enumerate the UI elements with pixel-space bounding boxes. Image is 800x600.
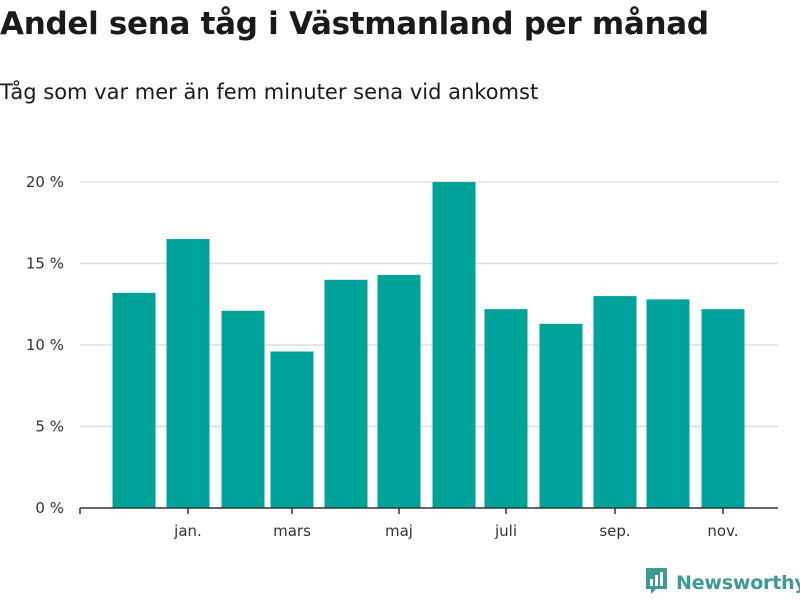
bar-apr.[interactable] <box>324 279 368 508</box>
x-tick-label: sep. <box>599 522 630 540</box>
chart-subtitle: Tåg som var mer än fem minuter sena vid … <box>0 80 539 104</box>
y-tick-label: 20 % <box>26 173 64 191</box>
bars <box>112 182 745 509</box>
y-tick-label: 15 % <box>26 255 64 273</box>
x-tick-label: nov. <box>707 522 738 540</box>
x-tick-label: juli <box>494 522 517 540</box>
bar-aug.[interactable] <box>539 323 583 508</box>
bar-mars[interactable] <box>270 351 314 508</box>
y-tick-label: 0 % <box>35 499 64 517</box>
newsworthy-logo-icon <box>644 567 669 599</box>
bar-okt.[interactable] <box>646 299 690 508</box>
bar-dec.[interactable] <box>112 292 156 508</box>
bar-maj[interactable] <box>377 274 421 508</box>
chart-title: Andel sena tåg i Västmanland per månad <box>0 6 709 42</box>
bar-feb.[interactable] <box>221 310 265 508</box>
x-tick-label: mars <box>273 522 311 540</box>
newsworthy-logo-text: Newsworthy <box>676 572 800 594</box>
newsworthy-logo[interactable]: Newsworthy <box>644 568 800 598</box>
bar-juli[interactable] <box>484 309 528 508</box>
bar-jan.[interactable] <box>166 239 210 509</box>
bar-juni[interactable] <box>432 182 476 508</box>
x-tick-label: jan. <box>173 522 202 540</box>
y-tick-label: 5 % <box>35 418 64 436</box>
y-tick-label: 10 % <box>26 336 64 354</box>
x-tick-label: maj <box>385 522 413 540</box>
bar-sep.[interactable] <box>593 296 637 508</box>
bar-nov.[interactable] <box>701 309 745 508</box>
axes: 0 % 5 % 10 % 15 % 20 % jan. mars maj juli sep. nov… <box>26 173 778 540</box>
